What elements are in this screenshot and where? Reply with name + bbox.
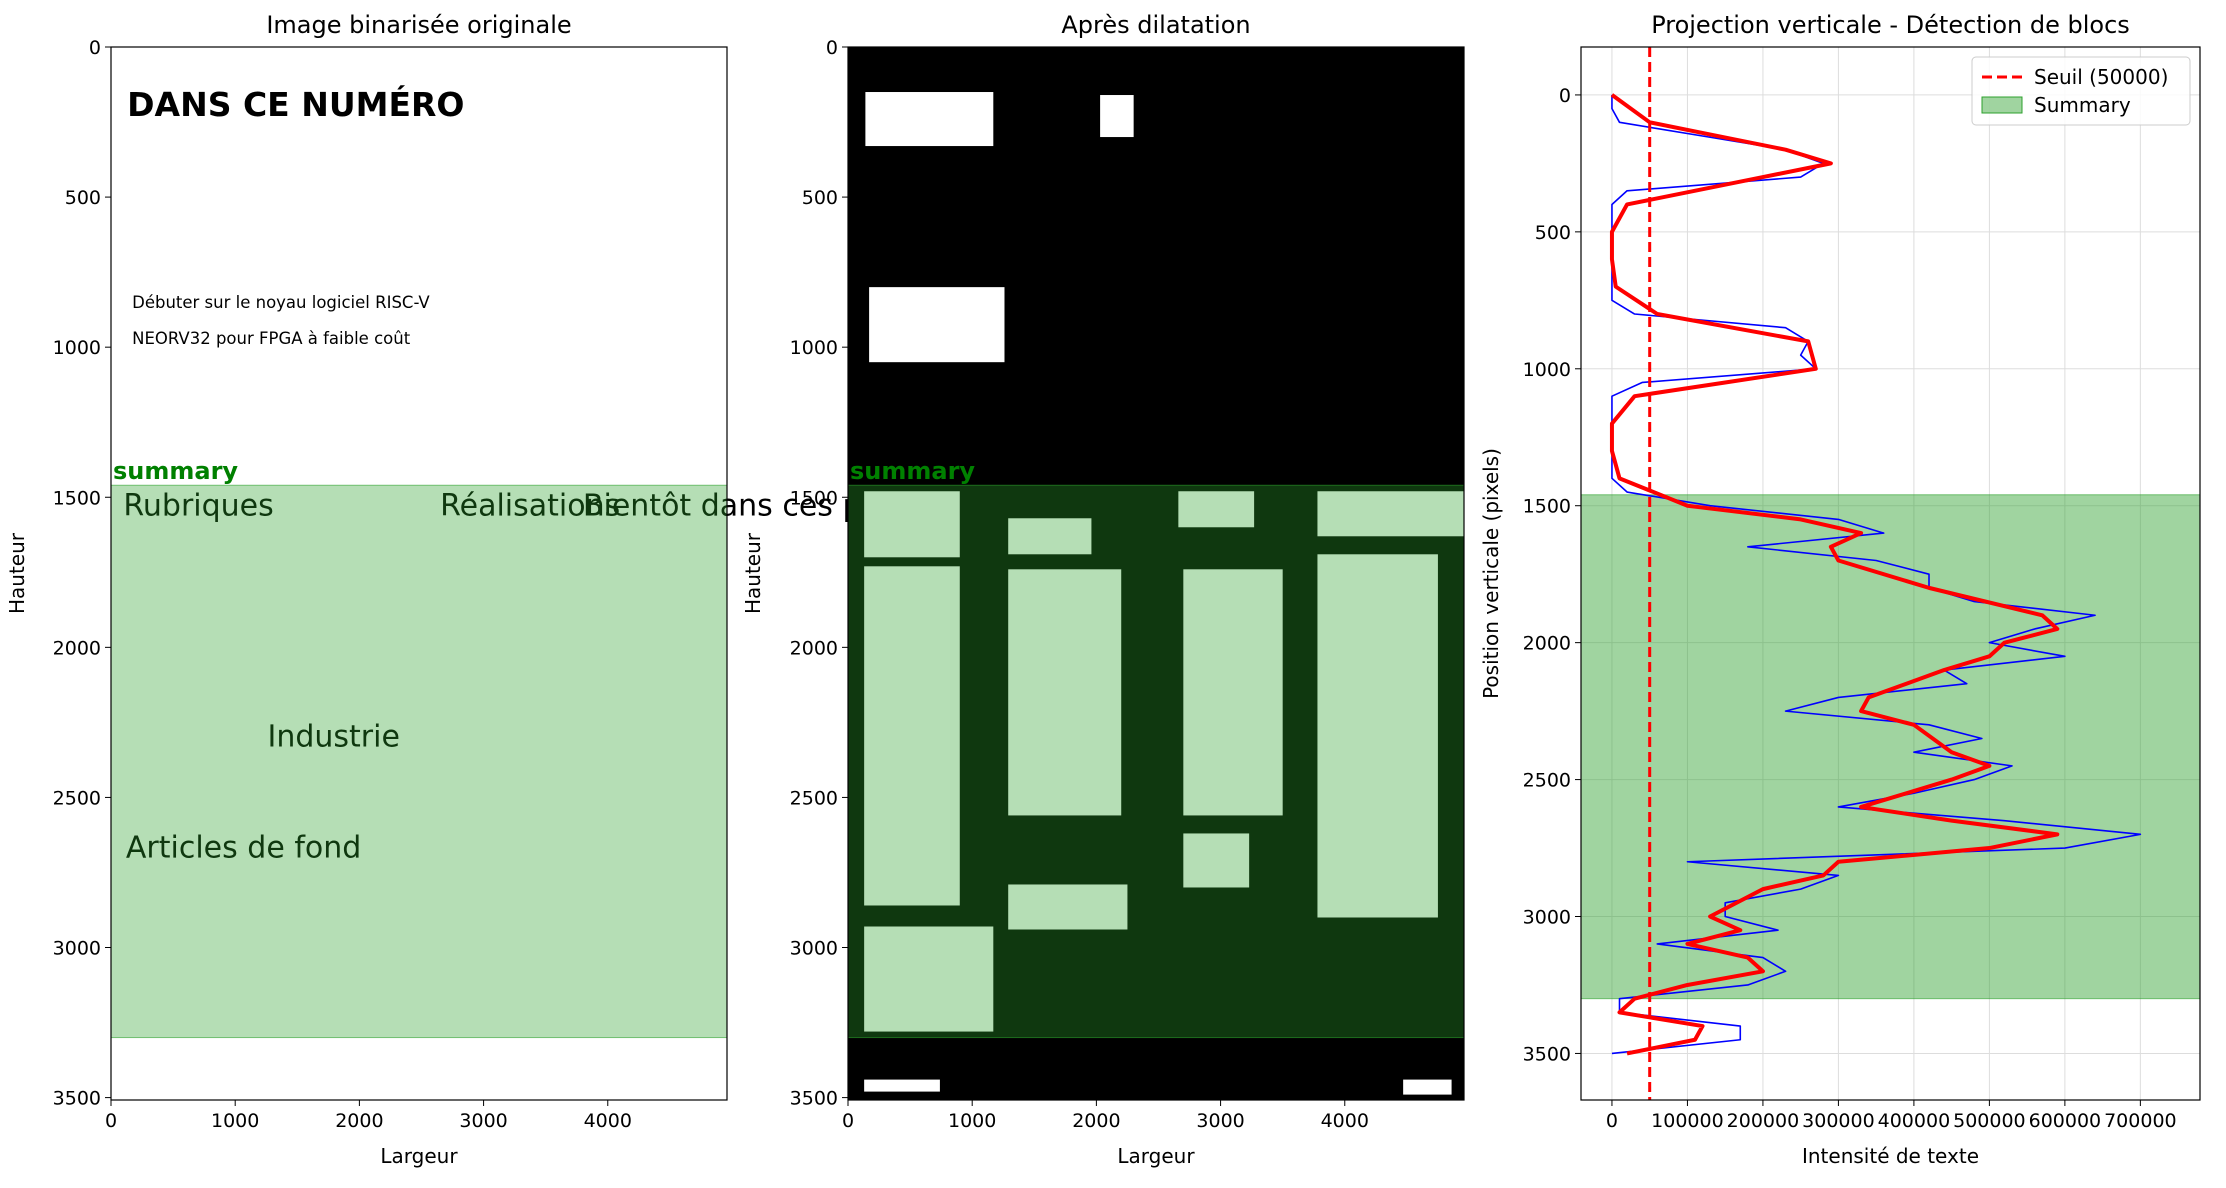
y-tick-label: 3000 [790, 938, 838, 960]
y-tick-label: 1500 [53, 487, 101, 509]
text-blob [864, 566, 960, 906]
y-tick-label: 3500 [1523, 1043, 1571, 1065]
text-blob [864, 1079, 940, 1092]
x-axis-label: Largeur [1117, 1144, 1195, 1168]
image-text: NEORV32 pour FPGA à faible coût [132, 329, 411, 348]
x-tick-label: 1000 [211, 1110, 259, 1132]
legend-label: Seuil (50000) [2034, 65, 2168, 89]
x-tick-label: 2000 [335, 1110, 383, 1132]
y-tick-label: 1500 [1523, 496, 1571, 518]
y-tick-label: 3000 [1523, 907, 1571, 929]
y-tick-label: 1500 [790, 487, 838, 509]
legend-label: Summary [2034, 93, 2131, 117]
y-tick-label: 1000 [1523, 359, 1571, 381]
x-tick-label: 4000 [1321, 1110, 1369, 1132]
plot-area: summary [847, 47, 1465, 1100]
text-blob [1100, 95, 1134, 138]
image-text: Articles de fond [126, 830, 361, 865]
plot-area: DANS CE NUMÉRO Débuter sur le noyau logic… [110, 47, 933, 1100]
x-tick-label: 2000 [1072, 1110, 1120, 1132]
x-tick-label: 4000 [584, 1110, 632, 1132]
image-text: Rubriques [123, 488, 273, 523]
legend-swatch [1981, 96, 2023, 114]
image-text: Débuter sur le noyau logiciel RISC-V [132, 293, 430, 312]
y-tick-label: 1000 [790, 337, 838, 359]
text-blob [1183, 569, 1283, 816]
y-tick-label: 0 [826, 37, 838, 59]
text-blob [864, 491, 960, 558]
x-tick-label: 0 [105, 1110, 117, 1132]
panel-title: Après dilatation [1061, 11, 1250, 39]
panel-title: Projection verticale - Détection de bloc… [1651, 11, 2130, 39]
x-tick-label: 600000 [2029, 1110, 2102, 1132]
y-tick-label: 3000 [53, 938, 101, 960]
summary-region [847, 484, 1465, 1039]
axes-frame [110, 46, 728, 1101]
legend-box [1971, 56, 2191, 126]
x-axis-label: Intensité de texte [1802, 1144, 1979, 1168]
x-tick-label: 0 [842, 1110, 854, 1132]
x-tick-label: 3000 [459, 1110, 507, 1132]
image-text: DANS CE NUMÉRO [127, 84, 464, 124]
region-label: summary [850, 457, 975, 485]
region-label: summary [113, 457, 238, 485]
axes-frame [847, 46, 1465, 1101]
text-blob [865, 92, 994, 147]
x-tick-label: 500000 [1953, 1110, 2026, 1132]
x-tick-label: 700000 [2104, 1110, 2177, 1132]
y-tick-label: 1000 [53, 337, 101, 359]
y-axis-label: Hauteur [5, 532, 29, 614]
y-tick-label: 500 [802, 187, 838, 209]
y-tick-label: 2000 [53, 637, 101, 659]
text-blob [1008, 884, 1128, 930]
x-tick-label: 0 [1606, 1110, 1618, 1132]
text-blob [864, 926, 994, 1032]
x-tick-label: 300000 [1802, 1110, 1875, 1132]
text-blob [1008, 518, 1092, 555]
text-blob [1317, 554, 1438, 918]
projection-line [1609, 93, 2060, 1056]
y-tick-label: 3500 [790, 1088, 838, 1110]
image-background [111, 47, 727, 1100]
summary-region [110, 484, 728, 1039]
text-blob [1317, 491, 1464, 537]
x-tick-label: 200000 [1727, 1110, 1800, 1132]
y-axis-label: Position verticale (pixels) [1479, 448, 1503, 699]
y-tick-label: 2000 [1523, 633, 1571, 655]
y-tick-label: 2500 [53, 787, 101, 809]
y-tick-label: 0 [89, 37, 101, 59]
summary-band [1580, 494, 2201, 1000]
y-tick-label: 3500 [53, 1088, 101, 1110]
plot-area: Seuil (50000) Summary [1580, 47, 2201, 1100]
text-blob [1183, 833, 1250, 888]
y-tick-label: 500 [65, 187, 101, 209]
x-axis-label: Largeur [380, 1144, 458, 1168]
x-tick-label: 100000 [1651, 1110, 1724, 1132]
axes-frame [1580, 46, 2201, 1101]
y-tick-label: 2500 [1523, 770, 1571, 792]
panel-title: Image binarisée originale [266, 11, 571, 39]
y-tick-label: 0 [1559, 85, 1571, 107]
x-tick-label: 1000 [948, 1110, 996, 1132]
x-tick-label: 3000 [1196, 1110, 1244, 1132]
text-blob [869, 287, 1005, 363]
image-text: Réalisations [440, 488, 620, 523]
x-tick-label: 400000 [1878, 1110, 1951, 1132]
y-axis-label: Hauteur [741, 532, 765, 614]
y-tick-label: 500 [1535, 222, 1571, 244]
y-tick-label: 2000 [790, 637, 838, 659]
y-tick-label: 2500 [790, 787, 838, 809]
image-text: Industrie [267, 719, 399, 754]
text-blob [1008, 569, 1122, 816]
text-blob [1403, 1079, 1452, 1095]
text-blob [1178, 491, 1255, 528]
